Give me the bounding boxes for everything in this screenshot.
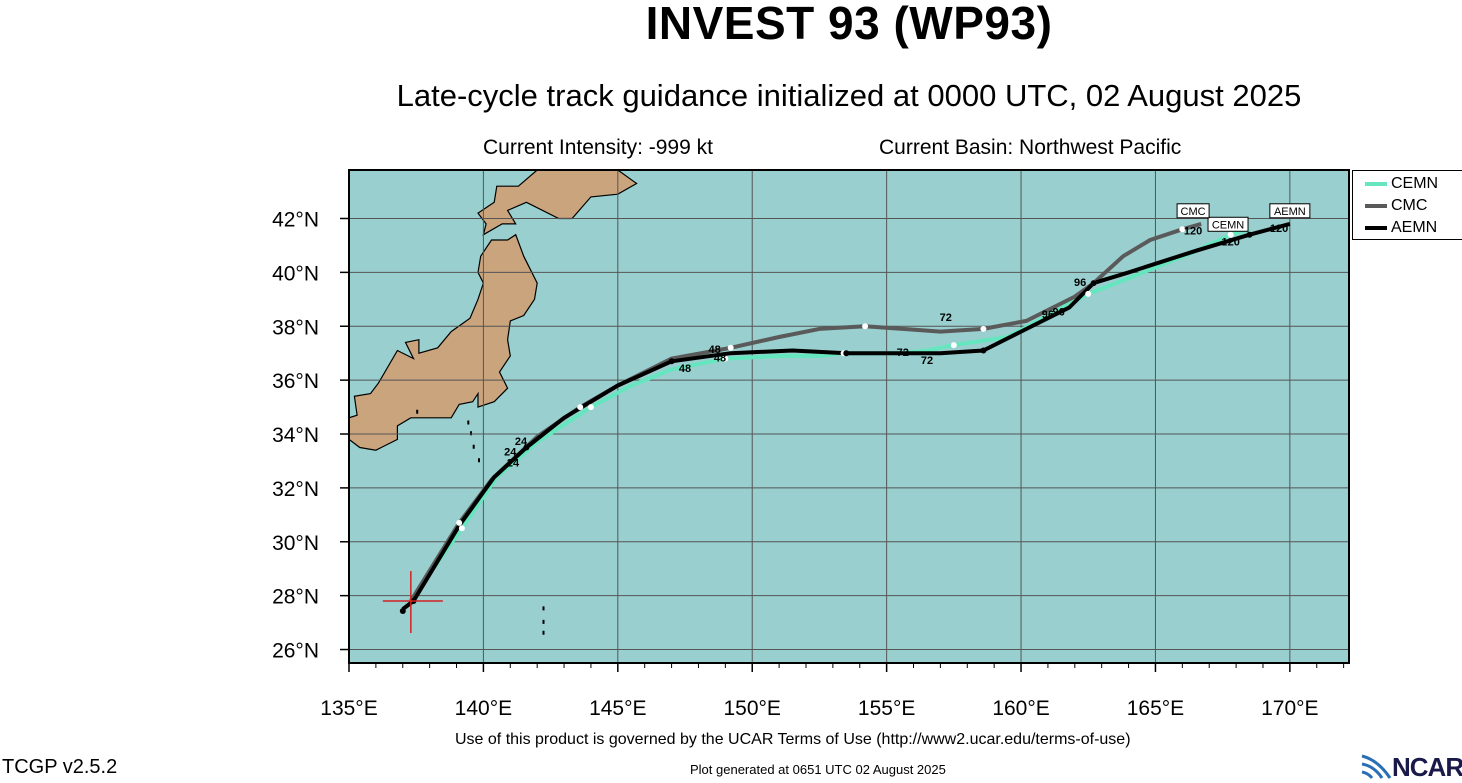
- track-point: [1227, 231, 1234, 238]
- legend-swatch: [1365, 226, 1387, 230]
- model-end-label-box: [1207, 216, 1249, 232]
- forecast-hour-label: 96: [1074, 277, 1086, 289]
- version-label: TCGP v2.5.2: [2, 756, 118, 778]
- track-point: [1246, 231, 1253, 238]
- map-grid: [349, 170, 1349, 663]
- model-end-label: AEMN: [1274, 206, 1306, 218]
- forecast-hour-label: 48: [708, 344, 720, 356]
- legend: CEMN CMC AEMN: [1352, 170, 1462, 240]
- forecast-hour-label: 72: [940, 312, 952, 324]
- track-point: [1085, 290, 1092, 297]
- y-tick-label: 38°N: [272, 316, 319, 339]
- legend-swatch: [1365, 204, 1387, 208]
- terms-of-use: Use of this product is governed by the U…: [455, 731, 1131, 748]
- japan-landmass: [349, 170, 638, 635]
- model-end-label-box: [1269, 203, 1311, 219]
- track-point: [587, 404, 594, 411]
- y-tick-label: 40°N: [272, 262, 319, 285]
- current-position-marker: [382, 571, 443, 634]
- track-lines: 24 48 72 96 120 CEMN 24 48 72 96 120 CMC 24 48 72 96 120…: [401, 203, 1311, 611]
- legend-label: AEMN: [1391, 219, 1438, 236]
- forecast-hour-label: 72: [897, 347, 909, 359]
- x-tick-label: 160°E: [992, 697, 1049, 720]
- forecast-hour-label: 120: [1270, 223, 1288, 235]
- x-tick-label: 165°E: [1127, 697, 1184, 720]
- forecast-hour-label: 72: [921, 355, 933, 367]
- track-point: [456, 519, 463, 526]
- track-point: [980, 347, 987, 354]
- honshu-land: [349, 233, 538, 451]
- hokkaido-land: [477, 170, 638, 236]
- track-point: [727, 344, 734, 351]
- current-intensity: Current Intensity: -999 kt: [483, 136, 713, 159]
- y-tick-label: 32°N: [272, 478, 319, 501]
- current-basin: Current Basin: Northwest Pacific: [879, 136, 1182, 159]
- y-tick-label: 42°N: [272, 208, 319, 231]
- x-tick-label: 140°E: [455, 697, 512, 720]
- map-frame: [348, 169, 1350, 664]
- track-point: [950, 342, 957, 349]
- legend-item: AEMN: [1365, 219, 1437, 237]
- y-tick-label: 34°N: [272, 424, 319, 447]
- model-end-label: CMC: [1181, 206, 1206, 218]
- ncar-logo-icon: [1361, 754, 1392, 779]
- track-point: [523, 444, 530, 451]
- page-subtitle: Late-cycle track guidance initialized at…: [396, 78, 1302, 113]
- forecast-hour-label: 120: [1222, 236, 1240, 248]
- forecast-hour-label: 96: [1042, 309, 1054, 321]
- forecast-hour-label: 24: [515, 436, 528, 448]
- x-tick-label: 135°E: [320, 697, 377, 720]
- track-point: [668, 358, 675, 365]
- ncar-logo-text: NCAR: [1392, 752, 1462, 782]
- forecast-hour-label: 24: [504, 447, 517, 459]
- forecast-hour-label: 120: [1184, 226, 1202, 238]
- forecast-hour-label: 48: [679, 363, 691, 375]
- track-point: [1090, 280, 1097, 287]
- y-tick-label: 36°N: [272, 370, 319, 393]
- x-tick-label: 150°E: [723, 697, 780, 720]
- legend-item: CEMN: [1365, 175, 1438, 193]
- forecast-hour-label: 96: [1053, 306, 1065, 318]
- y-tick-label: 28°N: [272, 586, 319, 609]
- model-end-label-box: [1176, 203, 1210, 219]
- x-tick-label: 145°E: [589, 697, 646, 720]
- legend-swatch: [1365, 182, 1387, 186]
- y-tick-label: 30°N: [272, 532, 319, 555]
- track-point: [722, 355, 729, 362]
- legend-label: CEMN: [1391, 175, 1439, 192]
- forecast-hour-label: 48: [714, 352, 726, 364]
- x-tick-label: 155°E: [858, 697, 915, 720]
- map-axes: 135°E 140°E 145°E 150°E 155°E 160°E 165°E 170°E…: [272, 208, 1345, 720]
- track-point: [577, 404, 584, 411]
- forecast-hour-label: 24: [507, 457, 520, 469]
- track-point: [843, 350, 850, 357]
- model-end-label: CEMN: [1212, 219, 1244, 231]
- track-point: [980, 325, 987, 332]
- generated-timestamp: Plot generated at 0651 UTC 02 August 202…: [690, 762, 946, 777]
- track-point: [862, 323, 869, 330]
- track-point: [458, 525, 465, 532]
- page-title: INVEST 93 (WP93): [645, 0, 1053, 49]
- legend-item: CMC: [1365, 197, 1427, 215]
- y-tick-label: 26°N: [272, 640, 319, 663]
- legend-label: CMC: [1391, 197, 1428, 214]
- initial-position-point: [399, 608, 406, 615]
- x-tick-label: 170°E: [1261, 697, 1318, 720]
- track-point: [1179, 226, 1186, 233]
